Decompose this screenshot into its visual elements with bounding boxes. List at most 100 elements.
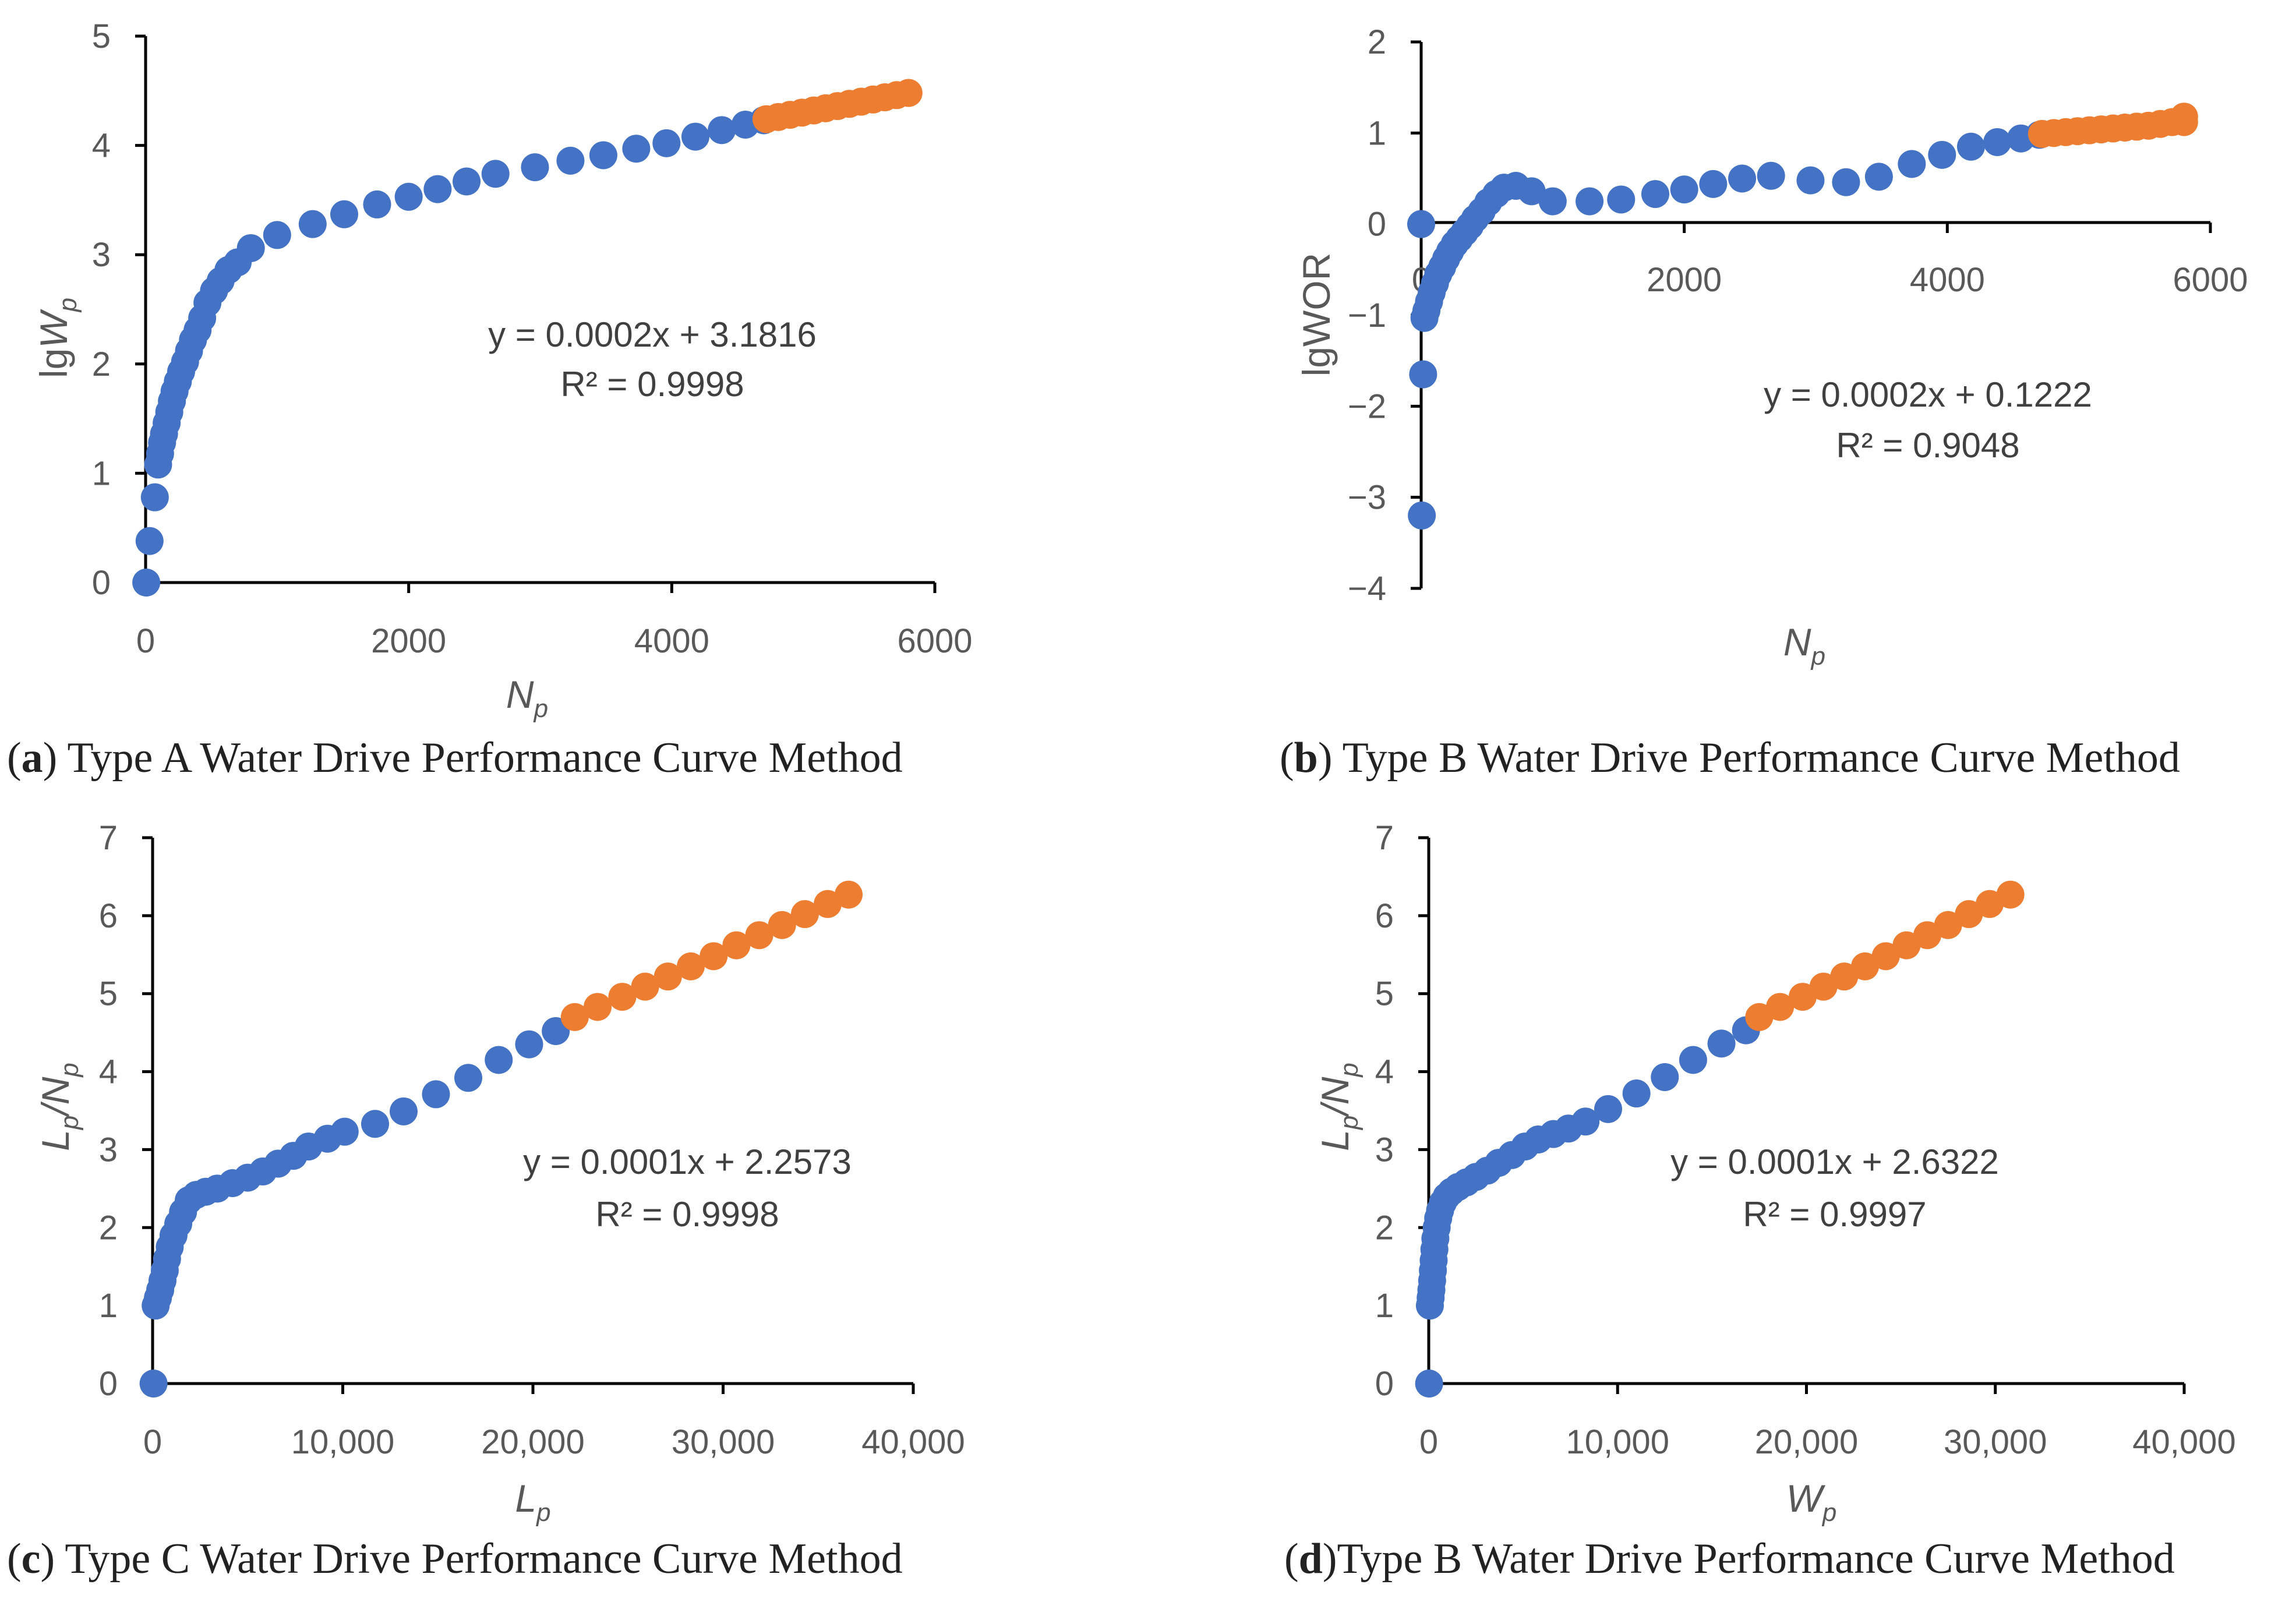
x-tick-label: 10,000 (291, 1423, 394, 1461)
data-point-fitted (622, 135, 651, 163)
data-point-fitted (1956, 132, 1985, 161)
data-point-fitted (1864, 163, 1893, 191)
data-point-fitted (453, 167, 481, 196)
panel-a-chart: 0 1 2 3 4 5 0 2000 4000 6000 y = 0.0002x + 3.1816 R… (7, 17, 973, 782)
data-point-forecast (1955, 900, 1983, 929)
data-point-fitted (1651, 1063, 1679, 1091)
data-point-fitted (135, 527, 164, 555)
y-axis-title: Lp/Np (1313, 1063, 1364, 1151)
r-squared-label: R² = 0.9997 (1743, 1195, 1926, 1234)
y-tick-label: 3 (92, 236, 111, 274)
trendline-equation: y = 0.0002x + 0.1222 (1764, 375, 2092, 414)
panel-caption: (b) Type B Water Drive Performance Curve… (1280, 734, 2180, 782)
y-tick-label: 0 (92, 564, 111, 602)
x-tick-label: 10,000 (1566, 1423, 1669, 1461)
y-tick-label: 3 (99, 1131, 118, 1169)
x-tick-label: 20,000 (481, 1423, 584, 1461)
data-point-fitted (263, 221, 291, 249)
data-point-forecast (1851, 952, 1880, 980)
y-tick-label: 0 (99, 1365, 118, 1403)
y-tick-label: −3 (1348, 479, 1386, 517)
data-point-forecast (790, 900, 819, 929)
data-point-fitted (361, 1110, 390, 1138)
y-tick-label: −1 (1348, 297, 1386, 334)
data-point-forecast (768, 911, 796, 939)
x-tick-label: 30,000 (672, 1423, 775, 1461)
y-tick-label: 1 (99, 1287, 118, 1325)
x-tick-label: 30,000 (1944, 1423, 2047, 1461)
data-point-fitted (330, 1117, 359, 1146)
data-point-forecast (834, 880, 863, 909)
x-axis-title: Np (1783, 620, 1825, 671)
data-point-fitted (1517, 177, 1546, 206)
x-tick-label: 2000 (371, 622, 446, 660)
r-squared-label: R² = 0.9048 (1836, 426, 2019, 465)
y-tick-label: 2 (1368, 23, 1386, 61)
y-tick-label: 1 (1368, 114, 1386, 152)
x-tick-label: 0 (1419, 1423, 1438, 1461)
data-point-forecast (745, 921, 773, 950)
data-point-fitted (236, 234, 265, 262)
y-tick-label: −4 (1348, 570, 1386, 608)
data-point-forecast (631, 972, 659, 1001)
data-point-forecast (894, 79, 923, 107)
data-point-fitted (589, 141, 617, 170)
y-tick-label: 1 (1375, 1287, 1394, 1325)
data-point-fitted (681, 122, 709, 151)
y-tick-label: 5 (1375, 975, 1394, 1013)
data-point-fitted (1757, 161, 1785, 190)
panel-d-chart: 0 1 2 3 4 5 6 7 0 10,000 20,000 30,000 40,000 y = 0.0… (1284, 819, 2236, 1583)
r-squared-label: R² = 0.9998 (560, 365, 744, 404)
data-point-fitted (1898, 150, 1926, 178)
data-point-forecast (608, 983, 637, 1011)
y-tick-label: 5 (92, 17, 111, 55)
data-point-fitted (298, 210, 327, 238)
data-point-fitted (139, 1370, 168, 1398)
data-point-fitted (1594, 1095, 1623, 1123)
data-point-forecast (560, 1003, 589, 1031)
data-point-forecast (1745, 1003, 1774, 1031)
x-tick-label: 40,000 (861, 1423, 965, 1461)
y-tick-label: 3 (1375, 1131, 1394, 1169)
x-axis-title: Wp (1786, 1477, 1837, 1527)
data-point-fitted (515, 1030, 543, 1058)
trendline-equation: y = 0.0001x + 2.2573 (523, 1142, 852, 1181)
y-tick-label: 5 (99, 975, 118, 1013)
x-axis-title: Np (506, 673, 548, 723)
y-axis-title: Lp/Np (34, 1063, 84, 1151)
data-point-fitted (422, 1080, 450, 1109)
x-tick-label: 4000 (634, 622, 709, 660)
y-tick-label: 7 (99, 819, 118, 857)
trendline-equation: y = 0.0001x + 2.6322 (1670, 1142, 1999, 1181)
data-point-fitted (1538, 187, 1567, 216)
data-point-fitted (1983, 128, 2012, 156)
data-point-fitted (1408, 501, 1436, 530)
x-tick-label: 0 (136, 622, 155, 660)
r-squared-label: R² = 0.9998 (595, 1195, 779, 1234)
data-point-fitted (1622, 1079, 1651, 1108)
data-point-fitted (423, 175, 452, 203)
data-point-fitted (1832, 168, 1860, 196)
y-tick-label: 2 (99, 1209, 118, 1247)
data-point-forecast (654, 962, 682, 991)
data-point-fitted (1641, 180, 1669, 209)
x-tick-label: 0 (143, 1423, 162, 1461)
y-tick-label: 4 (1375, 1053, 1394, 1091)
data-point-forecast (676, 952, 705, 980)
y-tick-label: 0 (1375, 1365, 1394, 1403)
panel-caption: (c) Type C Water Drive Performance Curve… (7, 1535, 903, 1583)
data-point-fitted (1407, 210, 1435, 238)
data-point-fitted (1409, 360, 1437, 389)
data-point-forecast (722, 931, 751, 959)
data-point-forecast (1766, 993, 1795, 1021)
data-point-fitted (132, 569, 161, 597)
data-point-forecast (1934, 911, 1962, 939)
y-tick-label: 4 (92, 127, 111, 165)
x-tick-label: 20,000 (1755, 1423, 1858, 1461)
panel-c-chart: 0 1 2 3 4 5 6 7 0 10,000 20,000 30,000 40,000 y = 0.0… (7, 819, 965, 1583)
y-tick-label: 6 (1375, 897, 1394, 935)
data-point-fitted (1707, 1029, 1736, 1058)
data-point-forecast (1892, 931, 1921, 959)
data-point-forecast (1976, 890, 2004, 918)
